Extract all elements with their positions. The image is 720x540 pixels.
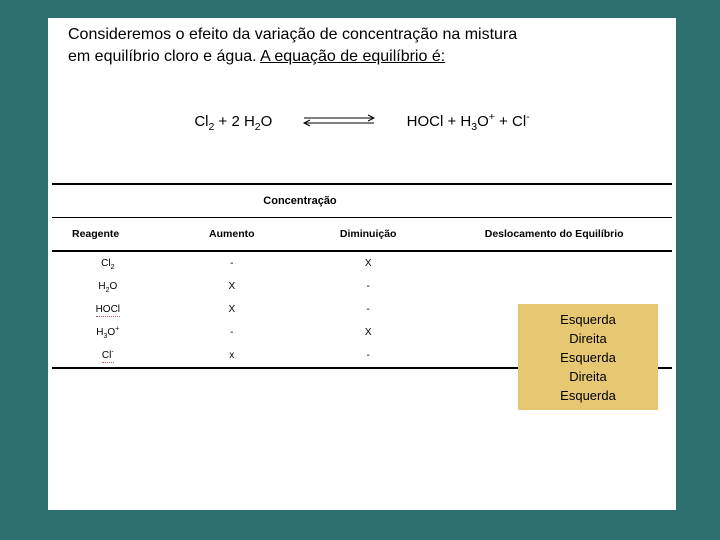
cell-aumento: x — [164, 344, 300, 368]
intro-line2a: em equilíbrio cloro e água. — [68, 48, 260, 65]
header-diminuicao: Diminuição — [300, 218, 436, 252]
header-concentracao: Concentração — [164, 184, 437, 218]
header-deslocamento: Deslocamento do Equilíbrio — [436, 218, 672, 252]
header-aumento: Aumento — [164, 218, 300, 252]
cell-reagente: HOCl — [52, 298, 164, 321]
table-header-row-2: Reagente Aumento Diminuição Deslocamento… — [52, 218, 672, 252]
answer-item: Direita — [569, 331, 607, 346]
cell-reagente: Cl- — [52, 344, 164, 368]
cell-diminuicao: - — [300, 344, 436, 368]
intro-text: Consideremos o efeito da variação de con… — [68, 24, 654, 67]
cell-diminuicao: - — [300, 275, 436, 298]
cell-aumento: - — [164, 251, 300, 275]
footer-strip — [0, 528, 720, 540]
answers-overlay: Esquerda Direita Esquerda Direita Esquer… — [518, 304, 658, 410]
cell-aumento: X — [164, 275, 300, 298]
cell-aumento: X — [164, 298, 300, 321]
cell-reagente: Cl2 — [52, 251, 164, 275]
answer-item: Esquerda — [560, 312, 616, 327]
answer-item: Esquerda — [560, 388, 616, 403]
intro-line1: Consideremos o efeito da variação de con… — [68, 26, 517, 43]
equilibrium-equation: Cl2 + 2 H2O HOCl + H3O+ + Cl- — [48, 113, 676, 131]
cell-aumento: - — [164, 321, 300, 344]
equation-products: HOCl + H3O+ + Cl- — [407, 113, 530, 130]
cell-diminuicao: X — [300, 251, 436, 275]
equilibrium-arrow-icon — [300, 113, 378, 131]
table-row: H2OX- — [52, 275, 672, 298]
answer-item: Direita — [569, 369, 607, 384]
cell-diminuicao: - — [300, 298, 436, 321]
answer-item: Esquerda — [560, 350, 616, 365]
table-header-row-1: Concentração — [52, 184, 672, 218]
header-reagente: Reagente — [52, 218, 164, 252]
intro-line2b: A equação de equilíbrio é: — [260, 48, 445, 65]
cell-reagente: H2O — [52, 275, 164, 298]
equation-reactants: Cl2 + 2 H2O — [194, 113, 272, 130]
cell-deslocamento — [436, 251, 672, 275]
cell-diminuicao: X — [300, 321, 436, 344]
cell-reagente: H3O+ — [52, 321, 164, 344]
slide-panel: Consideremos o efeito da variação de con… — [48, 18, 676, 510]
cell-deslocamento — [436, 275, 672, 298]
table-row: Cl2-X — [52, 251, 672, 275]
